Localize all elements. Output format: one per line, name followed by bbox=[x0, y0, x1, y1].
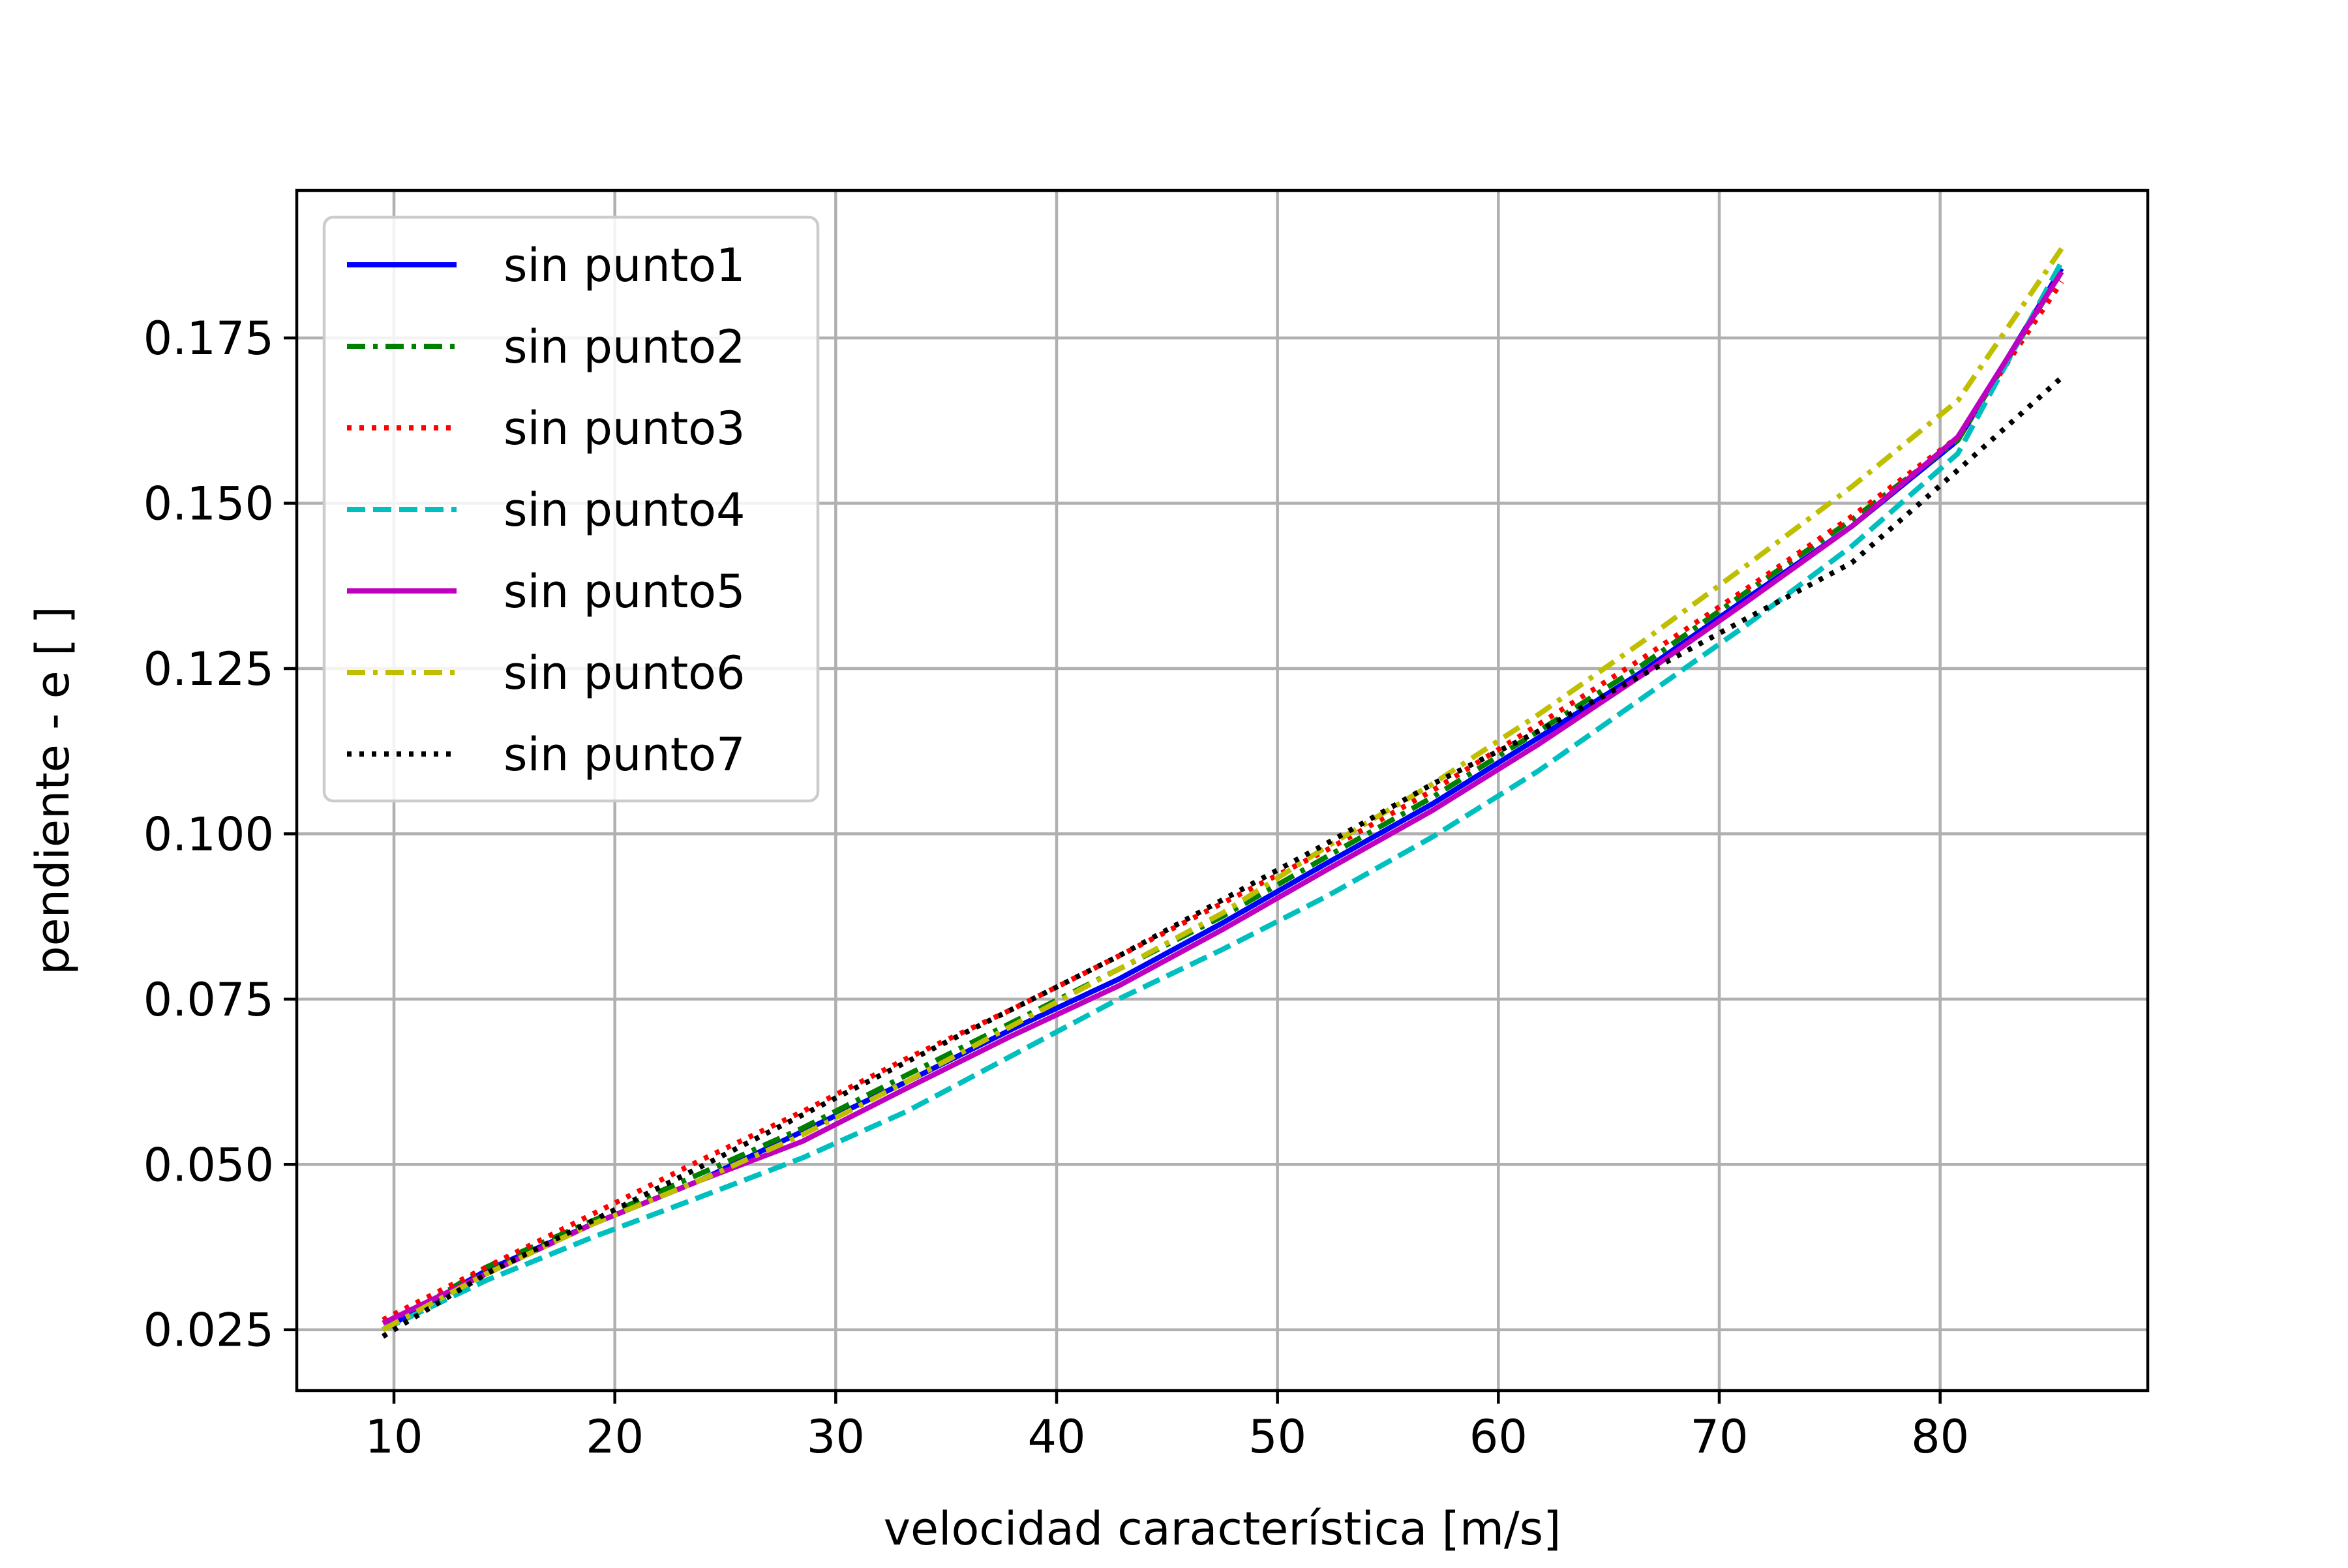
series-lines bbox=[382, 247, 2064, 1339]
plot-area-frame bbox=[295, 188, 2150, 1393]
legend-label: sin punto4 bbox=[504, 483, 745, 537]
legend-box bbox=[322, 215, 820, 803]
x-tick-label: 40 bbox=[1027, 1410, 1085, 1464]
y-tick-label: 0.075 bbox=[143, 973, 274, 1027]
legend: sin punto1 sin punto2 sin punto3 sin punto4… bbox=[322, 215, 820, 803]
legend-label: sin punto6 bbox=[504, 646, 745, 700]
series-line-2 bbox=[382, 270, 2064, 1333]
legend-label: sin punto5 bbox=[504, 565, 745, 618]
x-tick-label: 80 bbox=[1911, 1410, 1969, 1464]
y-tick-label: 0.150 bbox=[143, 477, 274, 531]
y-tick-label: 0.050 bbox=[143, 1138, 274, 1192]
x-tick-label: 50 bbox=[1248, 1410, 1306, 1464]
axis-ticks: 10 20 30 40 50 60 70 80 0.025 0.050 0.075 0.100 0.12… bbox=[143, 312, 1970, 1464]
x-tick-label: 30 bbox=[807, 1410, 865, 1464]
x-axis-label: velocidad característica [m/s] bbox=[884, 1502, 1561, 1556]
legend-label: sin punto3 bbox=[504, 402, 745, 455]
x-tick-label: 10 bbox=[365, 1410, 423, 1464]
y-tick-label: 0.025 bbox=[143, 1304, 274, 1357]
series-line-7 bbox=[382, 375, 2064, 1339]
series-line-4 bbox=[382, 260, 2064, 1333]
series-line-6 bbox=[382, 247, 2064, 1333]
x-tick-label: 60 bbox=[1469, 1410, 1528, 1464]
y-axis-label: pendiente - e [ ] bbox=[26, 606, 80, 975]
y-tick-label: 0.125 bbox=[143, 642, 274, 696]
grid bbox=[297, 190, 2148, 1391]
y-tick-label: 0.175 bbox=[143, 312, 274, 365]
legend-label: sin punto7 bbox=[504, 728, 745, 781]
x-tick-label: 20 bbox=[586, 1410, 644, 1464]
y-tick-label: 0.100 bbox=[143, 807, 274, 861]
series-line-3 bbox=[382, 280, 2064, 1323]
legend-label: sin punto1 bbox=[504, 239, 745, 292]
x-tick-label: 70 bbox=[1690, 1410, 1748, 1464]
legend-label: sin punto2 bbox=[504, 320, 745, 374]
